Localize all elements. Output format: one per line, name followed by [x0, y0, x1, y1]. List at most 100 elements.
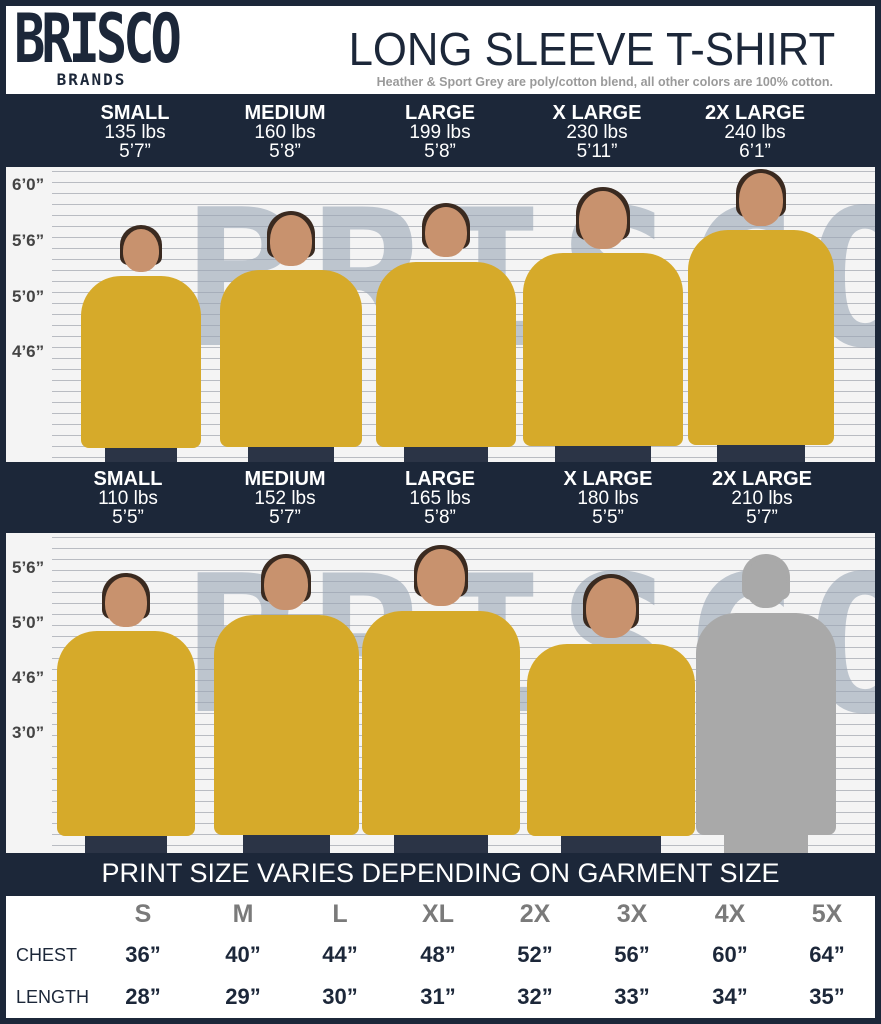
head	[585, 578, 637, 639]
size-name: SMALL	[93, 468, 163, 490]
long-sleeve-shirt	[688, 229, 834, 445]
size-label-men: SMALL 135 lbs 5’7”	[60, 102, 210, 162]
size-label-men: X LARGE 230 lbs 5’11”	[522, 103, 672, 162]
model-height: 5’5”	[112, 507, 144, 528]
head	[264, 558, 308, 611]
size-header: XL	[422, 900, 454, 928]
model-women	[527, 574, 695, 853]
measurement-cell: 44”	[322, 942, 358, 967]
model-weight: 152 lbs	[254, 488, 316, 509]
head	[739, 173, 783, 226]
head	[105, 577, 147, 627]
model-weight: 240 lbs	[724, 122, 786, 143]
men-models-photo: BRISCO 6’0”5’6”5’0”4’6”	[6, 167, 875, 462]
size-header: 4X	[714, 900, 746, 928]
model-weight: 160 lbs	[254, 122, 316, 143]
size-name: X LARGE	[563, 468, 653, 490]
size-name: 2X LARGE	[704, 102, 806, 124]
measurement-cell: 36”	[125, 942, 161, 967]
head	[745, 558, 787, 609]
size-label-women: SMALL 110 lbs 5’5”	[53, 468, 203, 528]
model-height: 5’5”	[592, 507, 624, 528]
measurement-cell: 30”	[322, 984, 358, 1009]
model-height: 5’8”	[424, 507, 456, 528]
women-models-photo: BRISCO 5’6” 5’0” 4’6” 3’0”	[6, 533, 875, 853]
measurement-cell: 33”	[614, 984, 650, 1009]
height-mark: 4’6”	[12, 668, 49, 688]
model-men	[688, 169, 834, 462]
size-label-women: 2X LARGE 210 lbs 5’7”	[687, 468, 837, 528]
long-sleeve-shirt	[220, 270, 362, 448]
model-men	[376, 203, 516, 462]
model-women	[362, 545, 520, 853]
long-sleeve-shirt	[213, 614, 359, 836]
model-height: 6’1”	[739, 141, 771, 162]
head	[123, 229, 159, 273]
size-header: S	[134, 900, 152, 928]
silhouette-placeholder	[696, 554, 836, 853]
height-mark: 3’0”	[12, 723, 49, 743]
size-name: MEDIUM	[244, 102, 326, 124]
long-sleeve-shirt	[527, 643, 695, 837]
head	[579, 191, 627, 249]
size-header: 3X	[616, 900, 648, 928]
model-weight: 165 lbs	[409, 488, 471, 509]
measurement-cell: 48”	[420, 942, 456, 967]
model-weight: 210 lbs	[731, 488, 793, 509]
head	[269, 215, 313, 267]
size-label-women: LARGE 165 lbs 5’8”	[365, 469, 515, 528]
measurement-cell: 34”	[712, 984, 748, 1009]
model-women	[57, 573, 195, 853]
fabric-note: Heather & Sport Grey are poly/cotton ble…	[376, 75, 833, 89]
size-label-men: LARGE 199 lbs 5’8”	[365, 102, 515, 162]
long-sleeve-shirt	[81, 275, 201, 449]
head	[417, 549, 465, 606]
model-men	[523, 187, 683, 462]
measurement-cell: 31”	[420, 984, 456, 1009]
print-size-note: PRINT SIZE VARIES DEPENDING ON GARMENT S…	[101, 858, 780, 888]
model-weight: 135 lbs	[104, 122, 166, 143]
model-height: 5’8”	[424, 141, 456, 162]
size-header: 5X	[811, 900, 843, 928]
model-men	[220, 211, 362, 462]
measurement-cell: 40”	[225, 942, 261, 967]
height-mark: 5’6”	[12, 231, 49, 251]
brisco-brands-logo: BRISCO BRANDS	[14, 1, 182, 89]
model-women	[213, 554, 359, 853]
height-mark: 5’0”	[12, 287, 49, 307]
long-sleeve-shirt	[57, 630, 195, 837]
size-label-men: 2X LARGE 240 lbs 6’1”	[680, 102, 830, 162]
model-height: 5’7”	[746, 507, 778, 528]
size-name: 2X LARGE	[711, 468, 813, 490]
header: BRISCO BRANDS LONG SLEEVE T-SHIRT Heathe…	[6, 1, 875, 94]
page-title: LONG SLEEVE T-SHIRT	[348, 23, 835, 75]
size-name: SMALL	[100, 102, 170, 124]
long-sleeve-shirt	[523, 253, 683, 446]
model-weight: 230 lbs	[566, 122, 628, 143]
measurement-cell: 60”	[712, 942, 748, 967]
measurement-cell: 52”	[517, 942, 553, 967]
long-sleeve-shirt	[696, 612, 836, 836]
long-sleeve-shirt	[362, 610, 520, 835]
measurement-cell: 32”	[517, 984, 553, 1009]
measurement-cell: 56”	[614, 942, 650, 967]
size-label-women: X LARGE 180 lbs 5’5”	[533, 468, 683, 528]
model-height: 5’11”	[576, 141, 618, 162]
height-mark: 6’0”	[12, 175, 49, 195]
size-header: M	[232, 900, 254, 928]
size-header: L	[332, 900, 348, 928]
size-header: 2X	[519, 900, 551, 928]
model-weight: 199 lbs	[409, 122, 471, 143]
size-name: LARGE	[405, 102, 475, 124]
measurement-cell: 28”	[125, 984, 161, 1009]
measurement-cell: 29”	[225, 984, 261, 1009]
model-height: 5’8”	[269, 141, 301, 162]
row-label: CHEST	[16, 945, 78, 965]
model-height: 5’7”	[269, 507, 301, 528]
model-height: 5’7”	[119, 141, 151, 162]
model-weight: 110 lbs	[98, 488, 158, 509]
long-sleeve-shirt	[376, 261, 516, 447]
height-mark: 5’6”	[12, 558, 49, 578]
height-mark: 4’6”	[12, 342, 49, 362]
height-mark: 5’0”	[12, 613, 49, 633]
